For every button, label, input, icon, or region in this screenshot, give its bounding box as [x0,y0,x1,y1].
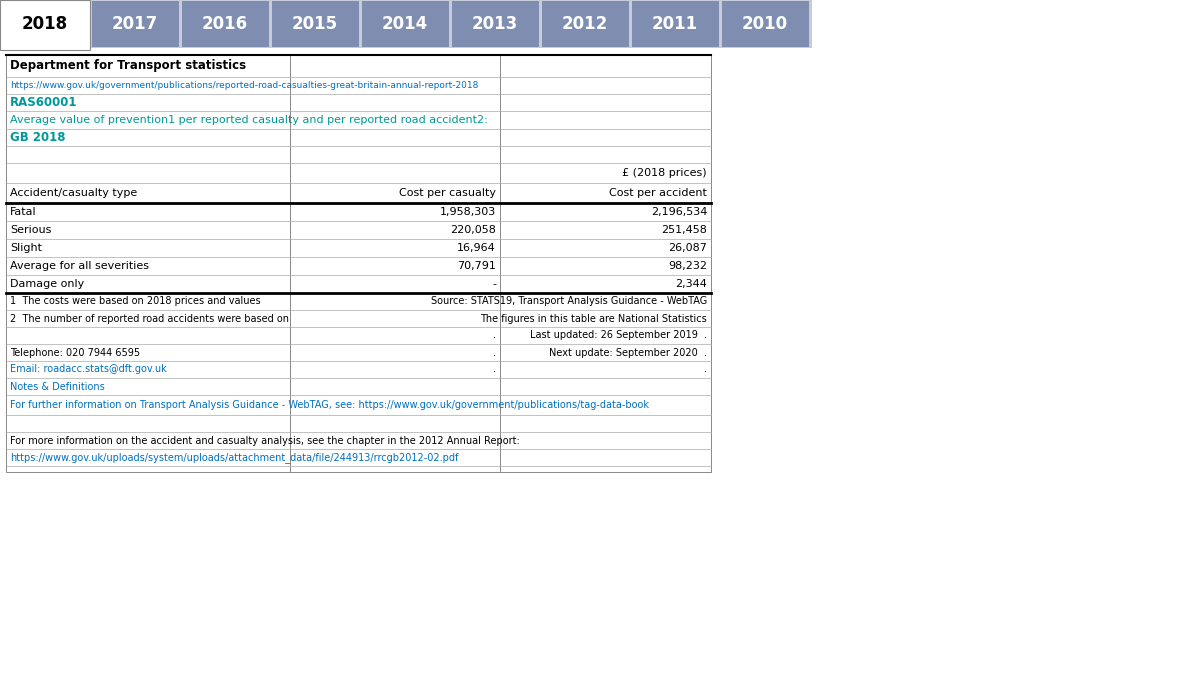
Text: Serious: Serious [10,225,52,235]
Text: Notes & Definitions: Notes & Definitions [10,381,104,391]
Text: 2  The number of reported road accidents were based on: 2 The number of reported road accidents … [10,313,289,323]
Text: Fatal: Fatal [10,207,37,217]
Text: 1  The costs were based on 2018 prices and values: 1 The costs were based on 2018 prices an… [10,296,260,306]
Bar [452,1,539,47]
Text: 16,964: 16,964 [457,243,496,253]
Text: For further information on Transport Analysis Guidance - WebTAG, see: https://ww: For further information on Transport Ana… [10,400,649,410]
Text: 2016: 2016 [202,15,248,33]
Text: 1,958,303: 1,958,303 [439,207,496,217]
Text: 2018: 2018 [22,15,68,33]
Text: For more information on the accident and casualty analysis, see the chapter in t: For more information on the accident and… [10,435,520,446]
Bar [722,1,809,47]
Text: 2011: 2011 [652,15,698,33]
Text: .: . [493,364,496,375]
Bar [92,1,179,47]
Text: 251,458: 251,458 [661,225,707,235]
Text: Telephone: 020 7944 6595: Telephone: 020 7944 6595 [10,348,140,358]
Bar [0,0,90,50]
Text: Source: STATS19, Transport Analysis Guidance - WebTAG: Source: STATS19, Transport Analysis Guid… [431,296,707,306]
Text: .: . [493,331,496,340]
Text: 2015: 2015 [292,15,338,33]
Text: Accident/casualty type: Accident/casualty type [10,188,137,198]
Text: RAS60001: RAS60001 [10,96,78,109]
Text: https://www.gov.uk/government/publications/reported-road-casualties-great-britai: https://www.gov.uk/government/publicatio… [10,81,479,90]
Text: .: . [493,348,496,358]
Text: https://www.gov.uk/uploads/system/uploads/attachment_data/file/244913/rrcgb2012-: https://www.gov.uk/uploads/system/upload… [10,452,458,463]
Text: 2012: 2012 [562,15,608,33]
Text: Department for Transport statistics: Department for Transport statistics [10,59,246,72]
Bar [6,55,710,472]
Text: The figures in this table are National Statistics: The figures in this table are National S… [480,313,707,323]
Text: 2,344: 2,344 [676,279,707,289]
Text: 2013: 2013 [472,15,518,33]
Text: 220,058: 220,058 [450,225,496,235]
Text: £ (2018 prices): £ (2018 prices) [623,168,707,178]
Bar [542,1,629,47]
Bar [272,1,359,47]
Bar [632,1,719,47]
Text: -: - [492,279,496,289]
Bar [362,1,449,47]
Text: Last updated: 26 September 2019  .: Last updated: 26 September 2019 . [530,331,707,340]
Text: 2017: 2017 [112,15,158,33]
Text: Average value of prevention1 per reported casualty and per reported road acciden: Average value of prevention1 per reporte… [10,115,487,125]
Text: Cost per casualty: Cost per casualty [398,188,496,198]
Text: GB 2018: GB 2018 [10,131,66,144]
Text: 98,232: 98,232 [668,261,707,271]
Text: 2014: 2014 [382,15,428,33]
Text: .: . [704,364,707,375]
Bar [0,0,812,48]
Text: 2010: 2010 [742,15,788,33]
Text: 2,196,534: 2,196,534 [650,207,707,217]
Text: Next update: September 2020  .: Next update: September 2020 . [550,348,707,358]
Text: 70,791: 70,791 [457,261,496,271]
Bar [182,1,269,47]
Text: 26,087: 26,087 [668,243,707,253]
Text: Slight: Slight [10,243,42,253]
Text: Damage only: Damage only [10,279,84,289]
Text: Cost per accident: Cost per accident [610,188,707,198]
Text: Average for all severities: Average for all severities [10,261,149,271]
Text: Email: roadacc.stats@dft.gov.uk: Email: roadacc.stats@dft.gov.uk [10,364,167,375]
